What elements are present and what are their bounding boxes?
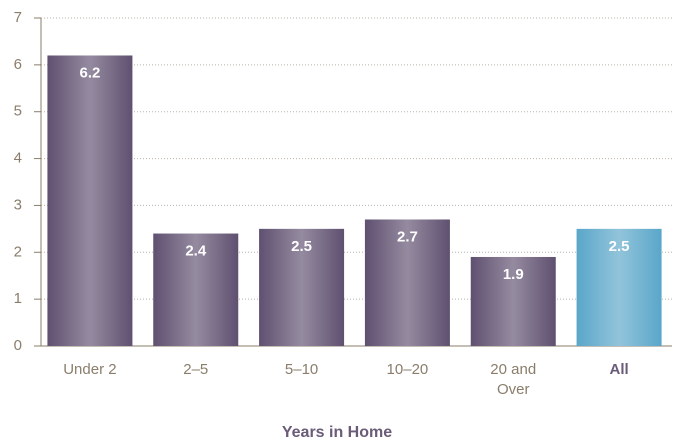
bar [364,219,450,346]
bar [153,233,239,346]
bar [47,55,133,346]
x-tick-label: 5–10 [284,361,319,378]
x-tick-label: 2–5 [183,361,209,378]
y-tick-label: 7 [14,9,22,26]
x-tick-label: 10–20 [386,361,429,378]
y-tick-label: 0 [14,337,22,354]
y-tick-label: 1 [14,290,22,307]
x-tick-label: Under 2 [63,361,117,378]
value-label: 2.7 [397,228,418,245]
y-tick-label: 5 [14,103,22,120]
y-tick-label: 6 [14,56,22,73]
value-label: 2.5 [609,238,630,255]
value-label: 6.2 [79,64,100,81]
value-label: 2.4 [185,243,207,260]
x-tick-label: 20 and Over [490,361,537,398]
bar [470,256,556,346]
value-label: 2.5 [291,238,312,255]
x-tick-label: All [609,361,629,378]
y-tick-label: 4 [14,150,22,167]
value-label: 1.9 [503,266,524,283]
bar [259,228,345,346]
y-tick-label: 3 [14,196,22,213]
bar [576,228,662,346]
x-axis-label: Years in Home [281,424,393,441]
y-tick-label: 2 [14,243,22,260]
